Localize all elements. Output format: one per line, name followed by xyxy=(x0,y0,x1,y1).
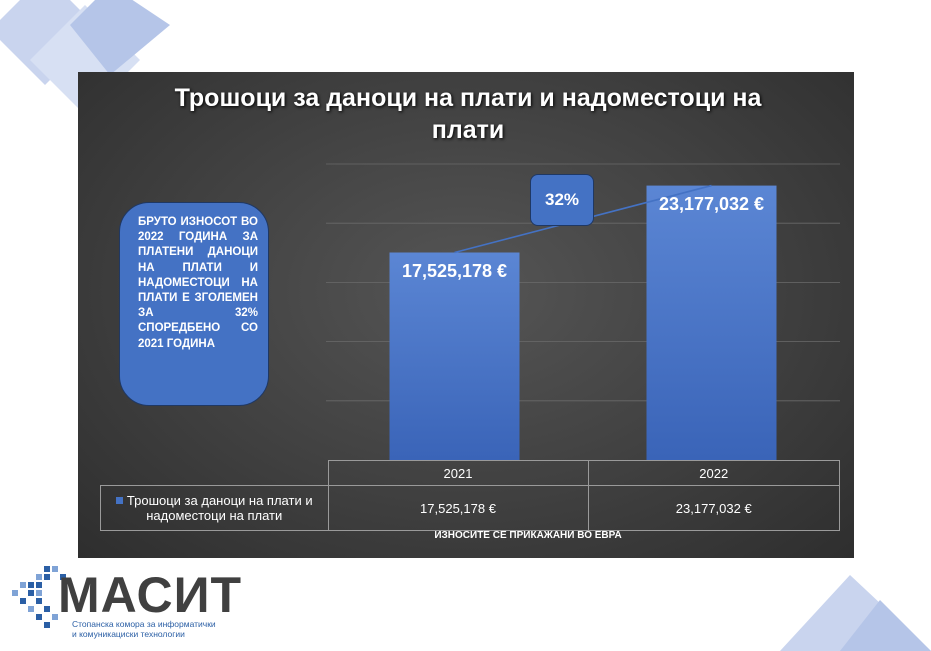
plot-area xyxy=(326,163,840,461)
currency-footnote: ИЗНОСИТЕ СЕ ПРИКАЖАНИ ВО ЕВРА xyxy=(434,530,622,541)
data-table-value-2021: 17,525,178 € xyxy=(327,485,589,531)
data-table-header-2022: 2022 xyxy=(587,460,840,486)
logo-pixel-mark-icon xyxy=(12,566,66,628)
data-table-value-2022: 23,177,032 € xyxy=(587,485,840,531)
logo-subtitle-line-1: Стопанска комора за информатички xyxy=(72,619,216,629)
masit-logo: МАСИТ Стопанска комора за информатички и… xyxy=(12,562,312,642)
data-table-header-2021: 2021 xyxy=(327,460,589,486)
bar-2022 xyxy=(646,185,777,461)
chart-panel: Трошоци за даноци на плати и надоместоци… xyxy=(78,72,854,558)
data-table: 2021 2022 Трошоци за даноци на плати и н… xyxy=(100,460,840,531)
data-table-series-cell: Трошоци за даноци на плати и надоместоци… xyxy=(100,485,329,531)
data-table-series-name: Трошоци за даноци на плати и надоместоци… xyxy=(126,493,313,523)
logo-wordmark: МАСИТ xyxy=(58,567,243,623)
bar-2021 xyxy=(389,252,520,460)
growth-percent-badge: 32% xyxy=(530,174,594,226)
logo-subtitle-line-2: и комуникациски технологии xyxy=(72,629,185,639)
callout-note: БРУТО ИЗНОСОТ ВО 2022 ГОДИНА ЗА ПЛАТЕНИ … xyxy=(119,202,269,406)
bar-value-label-2021: 17,525,178 € xyxy=(401,260,508,281)
legend-key-icon xyxy=(115,497,123,504)
data-table-corner xyxy=(100,460,329,486)
bars xyxy=(389,185,777,461)
logo-subtitle: Стопанска комора за информатички и комун… xyxy=(72,619,216,639)
chart-title: Трошоци за даноци на плати и надоместоци… xyxy=(174,84,762,144)
bar-value-label-2022: 23,177,032 € xyxy=(658,193,765,214)
